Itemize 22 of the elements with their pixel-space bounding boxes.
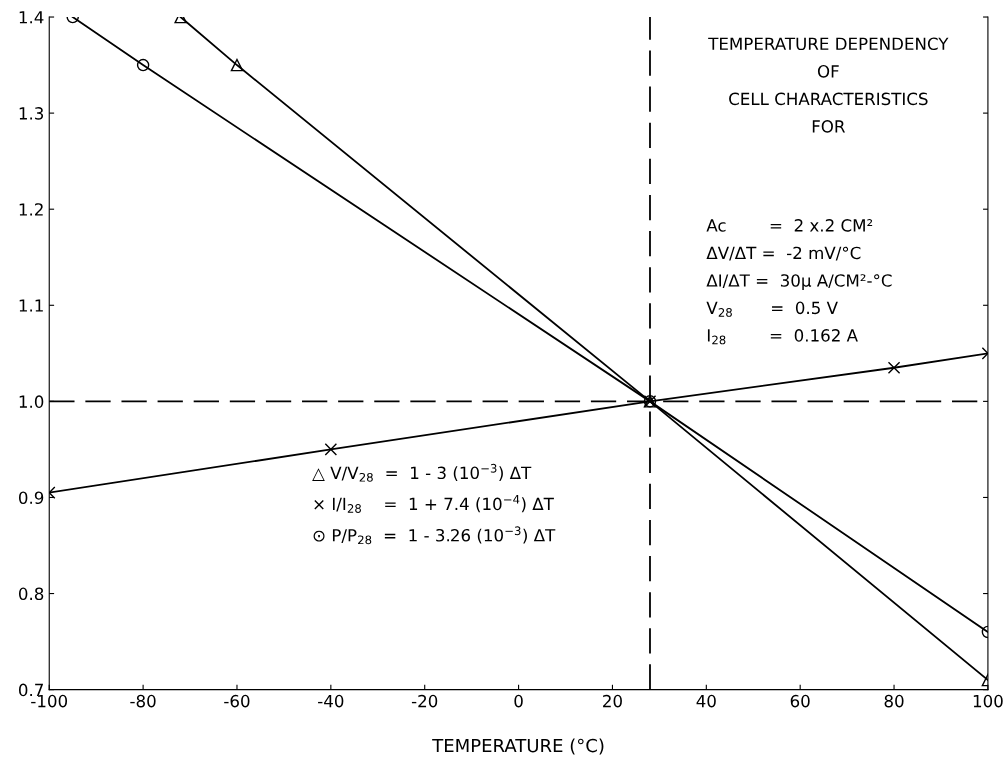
y-tick-label: 0.8 bbox=[18, 587, 44, 601]
y-tick-label: 1.4 bbox=[19, 11, 44, 24]
y-tick-label: 1.0 bbox=[19, 395, 44, 408]
annotation: TEMPERATURE DEPENDENCY OF CELL CHARACTERISTICS FOR bbox=[708, 37, 949, 133]
y-tick-label: 1.1 bbox=[19, 299, 43, 312]
x-tick-label: 40 bbox=[696, 694, 716, 708]
x-tick-label: 80 bbox=[884, 694, 904, 708]
x-axis-title: TEMPERATURE (°C) bbox=[432, 738, 604, 755]
x-tick-label: -80 bbox=[130, 694, 156, 708]
y-tick-label: 1.3 bbox=[19, 107, 44, 120]
text: △ V/V$_{28}$ = 1 - 3 (10$^{−3}$) ΔT × I/I$_{28}$ = 1 + 7.4 (10$^{−4}$) ΔT ⊙ P/P$_{28}$ = 1 - 3.26 (10$^{−3}$) ΔT bbox=[312, 463, 556, 545]
x-tick-label: -40 bbox=[318, 694, 344, 708]
y-tick-label: 1.2 bbox=[19, 203, 43, 216]
y-tick-label: 0.9 bbox=[18, 491, 44, 505]
x-tick-label: -20 bbox=[411, 694, 438, 708]
text: Ac = 2 x.2 CM² ΔV/ΔT = -2 mV/°C ΔI/ΔT = 30μ A/CM²-°C V$_{28}$ = 0.5 V I$_{28}$ = 0.162 A bbox=[706, 219, 892, 345]
x-tick-label: 100 bbox=[973, 694, 1003, 708]
point bbox=[230, 58, 244, 72]
x-tick-label: -60 bbox=[224, 694, 250, 708]
x-tick-label: 0 bbox=[514, 694, 523, 708]
x-tick-label: 20 bbox=[603, 694, 622, 708]
x-tick-label: 60 bbox=[790, 694, 810, 708]
